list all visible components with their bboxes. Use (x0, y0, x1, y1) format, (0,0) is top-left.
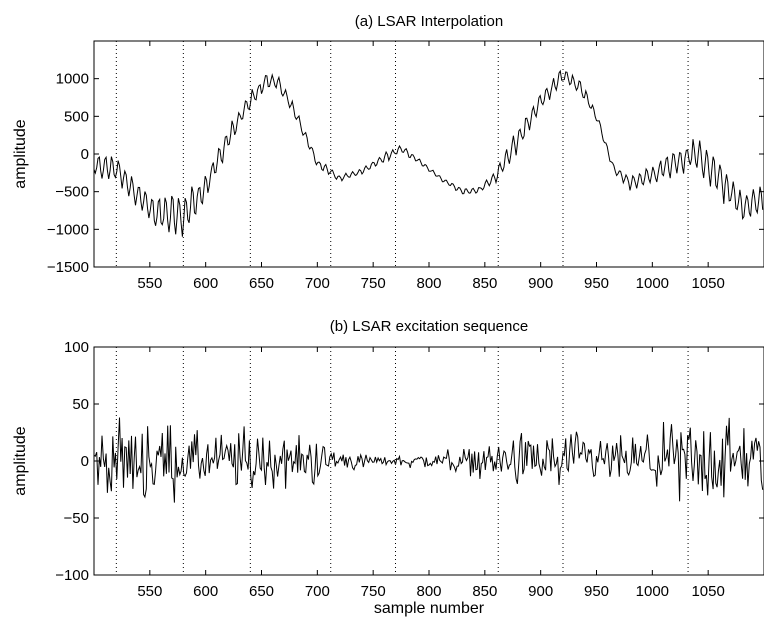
x-tick-label: 850 (472, 583, 497, 600)
y-tick-label: −1000 (47, 221, 89, 238)
y-tick-label: 50 (72, 396, 89, 413)
axis-ticks-b: 550 600 650 700 750 800 850 900 950 1000 1050−100−… (55, 339, 764, 600)
y-tick-label: 1000 (56, 71, 89, 88)
x-tick-label: 850 (472, 275, 497, 292)
series-line-b (93, 417, 764, 503)
x-tick-label: 750 (361, 275, 386, 292)
x-tick-label: 600 (193, 583, 218, 600)
x-tick-label: 1000 (636, 583, 669, 600)
y-tick-label: 0 (81, 146, 89, 163)
panel-a: (a) LSAR Interpolation amplitude 550 600 6… (12, 13, 764, 292)
x-tick-label: 800 (416, 275, 441, 292)
x-tick-label: 600 (193, 275, 218, 292)
chart-title-b: (b) LSAR excitation sequence (330, 318, 528, 335)
x-tick-label: 900 (528, 275, 553, 292)
x-tick-label: 550 (137, 275, 162, 292)
x-tick-label: 750 (361, 583, 386, 600)
x-tick-label: 950 (584, 275, 609, 292)
y-tick-label: −50 (64, 510, 89, 527)
y-tick-label: −1500 (47, 259, 89, 276)
plot-area-a (94, 41, 764, 267)
chart-title-a: (a) LSAR Interpolation (355, 13, 503, 30)
x-tick-label: 1050 (691, 583, 724, 600)
x-tick-label: 900 (528, 583, 553, 600)
y-tick-label: −500 (55, 184, 89, 201)
x-tick-label: 550 (137, 583, 162, 600)
x-tick-label: 650 (249, 275, 274, 292)
x-tick-label: 800 (416, 583, 441, 600)
x-tick-label: 1000 (636, 275, 669, 292)
x-tick-label: 700 (305, 583, 330, 600)
y-tick-label: 100 (64, 339, 89, 356)
x-axis-label-b: sample number (374, 600, 485, 617)
x-tick-label: 1050 (691, 275, 724, 292)
y-tick-label: 500 (64, 108, 89, 125)
x-tick-label: 950 (584, 583, 609, 600)
x-tick-label: 700 (305, 275, 330, 292)
y-axis-label-b: amplitude (12, 426, 29, 495)
y-tick-label: 0 (81, 453, 89, 470)
plot-area-b (94, 347, 764, 575)
panel-b: (b) LSAR excitation sequence amplitude s… (12, 318, 764, 617)
x-tick-label: 650 (249, 583, 274, 600)
series-line-a (93, 69, 764, 237)
y-tick-label: −100 (55, 567, 89, 584)
axis-ticks-a: 550 600 650 700 750 800 850 900 950 1000 1050 −1500… (47, 41, 764, 292)
y-axis-label-a: amplitude (12, 119, 29, 188)
